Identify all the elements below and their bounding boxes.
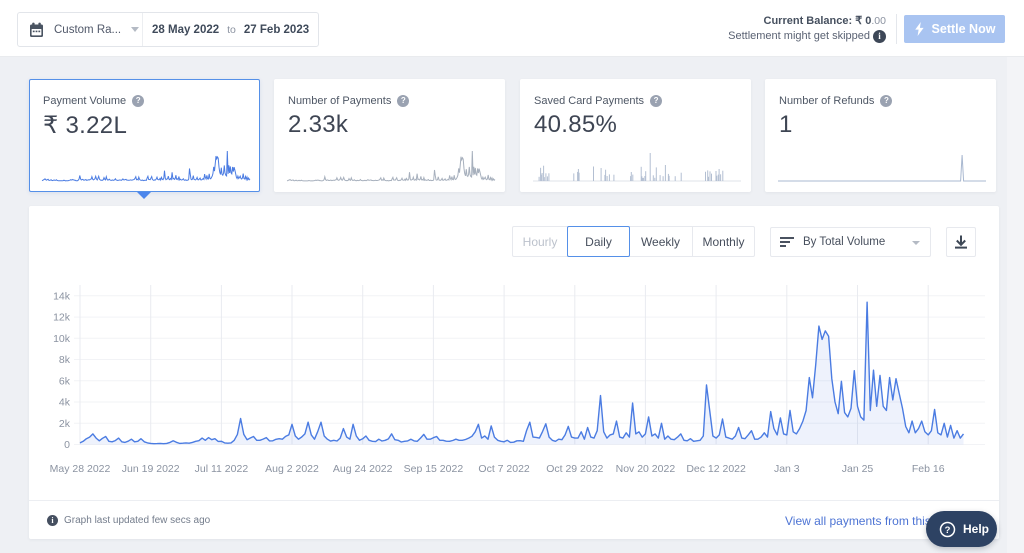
svg-text:Jun 19 2022: Jun 19 2022 — [122, 463, 180, 475]
svg-text:Jan 25: Jan 25 — [842, 463, 874, 475]
svg-text:Jul 11 2022: Jul 11 2022 — [195, 463, 249, 475]
svg-text:?: ? — [945, 525, 951, 536]
svg-text:Aug 24 2022: Aug 24 2022 — [333, 463, 393, 475]
svg-text:12k: 12k — [53, 312, 71, 324]
svg-text:14k: 14k — [53, 290, 71, 302]
svg-text:Nov 20 2022: Nov 20 2022 — [616, 463, 676, 475]
svg-text:Feb 16: Feb 16 — [912, 463, 945, 475]
svg-text:10k: 10k — [53, 333, 71, 345]
svg-text:Oct 7 2022: Oct 7 2022 — [478, 463, 530, 475]
svg-text:May 28 2022: May 28 2022 — [50, 463, 111, 475]
svg-text:Oct 29 2022: Oct 29 2022 — [546, 463, 603, 475]
svg-text:Dec 12 2022: Dec 12 2022 — [686, 463, 746, 475]
svg-text:8k: 8k — [59, 354, 71, 366]
svg-text:2k: 2k — [59, 418, 71, 430]
svg-text:Aug 2 2022: Aug 2 2022 — [265, 463, 319, 475]
svg-text:Jan 3: Jan 3 — [774, 463, 800, 475]
svg-text:6k: 6k — [59, 375, 71, 387]
svg-text:0: 0 — [64, 439, 70, 451]
svg-text:4k: 4k — [59, 397, 71, 409]
svg-text:Sep 15 2022: Sep 15 2022 — [404, 463, 464, 475]
